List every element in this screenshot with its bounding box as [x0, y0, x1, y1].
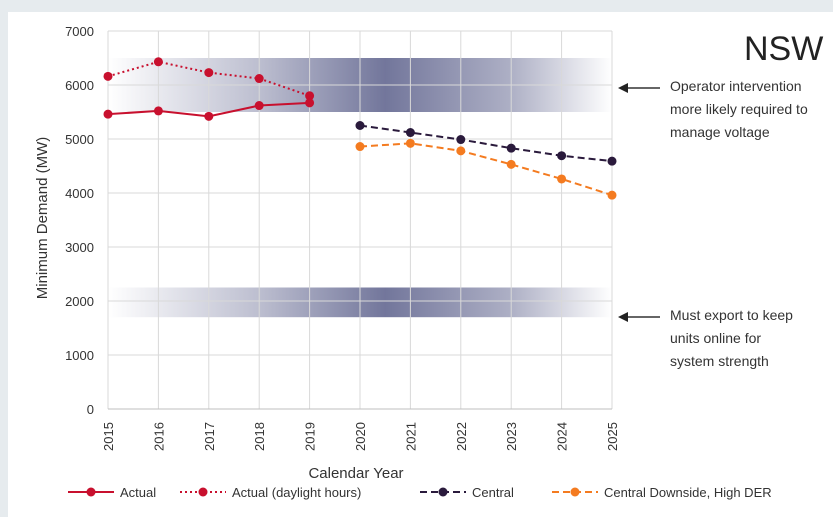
annotation-text: manage voltage	[670, 124, 770, 140]
series-2-point	[557, 151, 567, 161]
series-3-point	[607, 190, 617, 200]
series-0-point	[153, 106, 163, 116]
series-2-point	[405, 128, 415, 138]
annotation-text: Must export to keep	[670, 307, 793, 323]
y-tick-label: 3000	[65, 240, 94, 255]
y-tick-label: 7000	[65, 24, 94, 39]
series-2-point	[607, 156, 617, 166]
y-tick-label: 0	[87, 402, 94, 417]
voltage-arrow-head	[618, 83, 628, 93]
legend-swatch-marker	[86, 487, 96, 497]
series-0-point	[305, 98, 315, 108]
y-tick-label: 2000	[65, 294, 94, 309]
x-tick-label: 2024	[555, 422, 570, 451]
series-3-point	[355, 142, 365, 152]
x-tick-label: 2019	[303, 422, 318, 451]
x-tick-label: 2021	[403, 422, 418, 451]
window-top-strip	[0, 0, 833, 12]
series-0-point	[254, 101, 264, 111]
x-tick-label: 2015	[101, 422, 116, 451]
x-tick-label: 2017	[202, 422, 217, 451]
legend-label: Actual	[120, 485, 156, 500]
series-2-point	[355, 121, 365, 130]
chart-title: NSW	[744, 30, 823, 68]
legend-label: Actual (daylight hours)	[232, 485, 361, 500]
y-axis-title: Minimum Demand (MW)	[34, 137, 51, 300]
y-tick-label: 4000	[65, 186, 94, 201]
x-tick-label: 2022	[454, 422, 469, 451]
annotation-text: system strength	[670, 353, 769, 369]
export-arrow-head	[618, 312, 628, 322]
annotation-text: more likely required to	[670, 101, 808, 117]
legend-swatch-marker	[198, 487, 208, 497]
series-1-point	[254, 74, 264, 84]
series-line-3	[359, 142, 613, 197]
series-3-point	[506, 159, 516, 169]
series-3-point	[557, 174, 567, 184]
series-1-point	[103, 71, 113, 81]
x-tick-label: 2023	[504, 422, 519, 451]
annotation-text: units online for	[670, 330, 761, 346]
series-1-point	[153, 57, 163, 67]
legend-swatch-marker	[570, 487, 580, 497]
y-tick-label: 1000	[65, 348, 94, 363]
series-3-point	[456, 146, 466, 156]
series-line-2	[359, 124, 613, 163]
x-tick-label: 2025	[605, 422, 620, 451]
legend-swatch-marker	[438, 487, 448, 497]
series-3-point	[405, 138, 415, 148]
x-tick-label: 2020	[353, 422, 368, 451]
legend-label: Central	[472, 485, 514, 500]
series-2-point	[456, 135, 466, 145]
series-1-point	[305, 91, 315, 101]
x-axis-title: Calendar Year	[308, 465, 403, 482]
x-tick-label: 2018	[252, 422, 267, 451]
annotation-text: Operator intervention	[670, 78, 802, 94]
series-0-point	[204, 111, 214, 121]
series-2-point	[506, 143, 516, 153]
series-1-point	[204, 68, 214, 78]
series-0-point	[103, 109, 113, 119]
y-tick-label: 6000	[65, 78, 94, 93]
legend-label: Central Downside, High DER	[604, 485, 772, 500]
x-tick-label: 2016	[151, 422, 166, 451]
y-tick-label: 5000	[65, 132, 94, 147]
